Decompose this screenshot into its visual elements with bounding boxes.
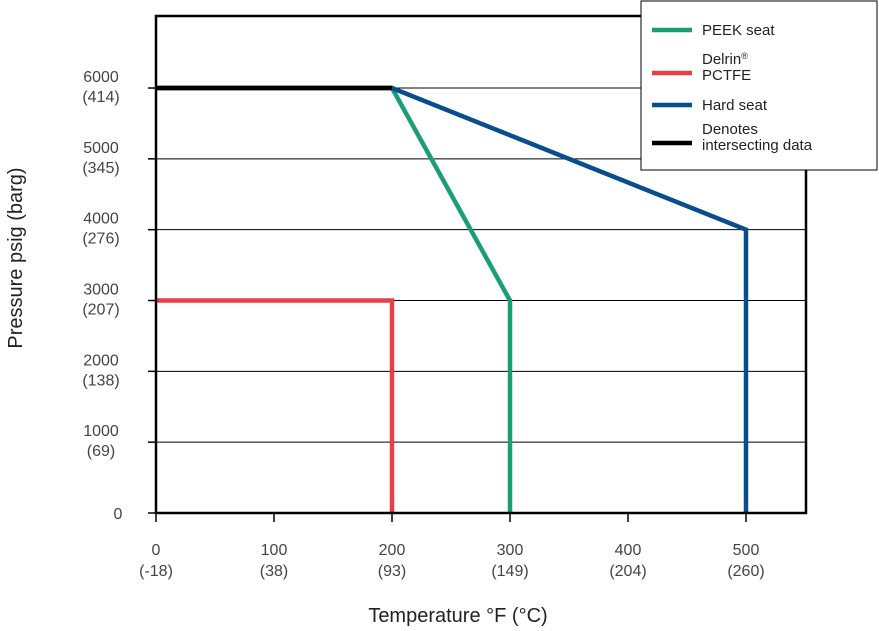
y-tick-sublabel: (345)	[82, 160, 119, 177]
x-tick-label: 500	[733, 542, 760, 559]
series-line-delrin	[156, 298, 395, 513]
y-axis-label: Pressure psig (barg)	[5, 167, 27, 348]
data-series	[156, 85, 749, 513]
legend: PEEK seat Delrin®PCTFE Hard seat Denotesint…	[640, 0, 878, 171]
x-tick-label: 0	[152, 542, 161, 559]
legend-label-intersect-line2: intersecting data	[702, 137, 813, 154]
y-tick-sublabel: (276)	[82, 231, 119, 248]
y-tick-sublabel: (69)	[87, 443, 115, 460]
y-tick-label: 1000	[83, 423, 119, 440]
x-tick-label: 200	[379, 542, 406, 559]
x-tick-sublabel: (-18)	[139, 563, 173, 580]
x-tick-sublabel: (149)	[491, 563, 528, 580]
y-tick-label: 3000	[83, 282, 119, 299]
x-tick-label: 400	[615, 542, 642, 559]
y-tick-label: 5000	[83, 140, 119, 157]
y-tick-label: 2000	[83, 352, 119, 369]
plot-frame	[154, 14, 808, 515]
y-tick-sublabel: (207)	[82, 302, 119, 319]
legend-label-intersect: Denotes	[702, 121, 758, 138]
legend-label-hard: Hard seat	[702, 97, 768, 114]
y-tick-label: 0	[114, 506, 123, 523]
legend-label-peek: PEEK seat	[702, 22, 775, 39]
y-tick-sublabel: (414)	[82, 89, 119, 106]
x-tick-label: 300	[497, 542, 524, 559]
legend-label-delrin: Delrin®	[702, 51, 748, 68]
legend-label-delrin-line2: PCTFE	[702, 67, 751, 84]
x-tick-sublabel: (38)	[260, 563, 288, 580]
x-tick-sublabel: (204)	[609, 563, 646, 580]
x-axis-label: Temperature °F (°C)	[368, 605, 547, 627]
x-tick-label: 100	[261, 542, 288, 559]
x-tick-sublabel: (93)	[378, 563, 406, 580]
y-tick-label: 4000	[83, 211, 119, 228]
y-tick-label: 6000	[83, 69, 119, 86]
x-tick-sublabel: (260)	[727, 563, 764, 580]
y-tick-sublabel: (138)	[82, 372, 119, 389]
axis-ticks: 01000(69)2000(138)3000(207)4000(276)5000…	[82, 69, 764, 580]
